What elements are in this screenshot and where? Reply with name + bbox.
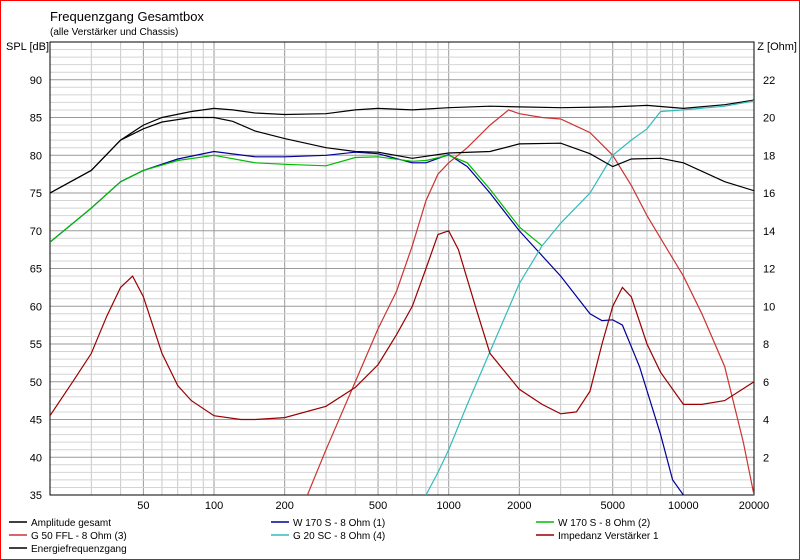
legend-label: Energiefrequenzgang	[31, 544, 127, 555]
y-left-tick-label: 90	[30, 75, 42, 87]
series-line-3	[50, 154, 543, 247]
tick-labels: 50 100 200 500 1000 2000 5000 10000 200003540455…	[30, 75, 776, 512]
y-right-tick-label: 20	[763, 113, 775, 125]
x-tick-label: 10000	[668, 500, 699, 512]
x-tick-label: 2000	[507, 500, 531, 512]
y-right-tick-label: 22	[763, 75, 775, 87]
legend-label: W 170 S - 8 Ohm (1)	[293, 518, 385, 529]
y-left-tick-label: 80	[30, 150, 42, 162]
x-tick-label: 1000	[436, 500, 460, 512]
y-right-axis-label: Z [Ohm]	[757, 41, 797, 53]
y-right-tick-label: 18	[763, 150, 775, 162]
x-tick-label: 20000	[739, 500, 770, 512]
y-right-tick-label: 8	[763, 339, 769, 351]
chart-title: Frequenzgang Gesamtbox	[50, 9, 204, 24]
series-line-1	[50, 99, 754, 194]
x-tick-label: 100	[205, 500, 223, 512]
y-left-tick-label: 85	[30, 113, 42, 125]
plot-area	[49, 41, 755, 496]
x-tick-label: 200	[275, 500, 293, 512]
series-line-7	[50, 116, 754, 194]
y-left-tick-label: 50	[30, 377, 42, 389]
legend-label: G 20 SC - 8 Ohm (4)	[293, 531, 385, 542]
legend-label: Impedanz Verstärker 1	[558, 531, 659, 542]
y-left-tick-label: 55	[30, 339, 42, 351]
y-right-tick-label: 16	[763, 188, 775, 200]
y-left-tick-label: 75	[30, 188, 42, 200]
y-left-tick-label: 40	[30, 452, 42, 464]
y-left-tick-label: 60	[30, 301, 42, 313]
x-tick-label: 500	[369, 500, 387, 512]
chart-subtitle: (alle Verstärker und Chassis)	[50, 27, 178, 38]
legend-label: W 170 S - 8 Ohm (2)	[558, 518, 650, 529]
legend-label: Amplitude gesamt	[31, 518, 111, 529]
y-right-tick-label: 2	[763, 452, 769, 464]
y-left-tick-label: 35	[30, 490, 42, 502]
series-line-5	[425, 100, 754, 495]
y-right-tick-label: 12	[763, 264, 775, 276]
x-tick-label: 5000	[600, 500, 624, 512]
series-line-4	[306, 109, 754, 495]
y-left-tick-label: 70	[30, 226, 42, 238]
x-tick-label: 50	[137, 500, 149, 512]
y-right-tick-label: 14	[763, 226, 775, 238]
y-right-tick-label: 6	[763, 377, 769, 389]
series-line-6	[50, 230, 754, 421]
y-left-axis-label: SPL [dB]	[6, 41, 49, 53]
series-lines	[50, 99, 754, 495]
legend: Amplitude gesamt W 170 S - 8 Ohm (1) W 170…	[9, 518, 659, 555]
y-right-tick-label: 4	[763, 415, 769, 427]
series-line-2	[50, 150, 684, 495]
legend-label: G 50 FFL - 8 Ohm (3)	[31, 531, 127, 542]
y-left-tick-label: 45	[30, 415, 42, 427]
y-right-tick-label: 10	[763, 301, 775, 313]
y-left-tick-label: 65	[30, 264, 42, 276]
grid-lines	[49, 41, 755, 496]
